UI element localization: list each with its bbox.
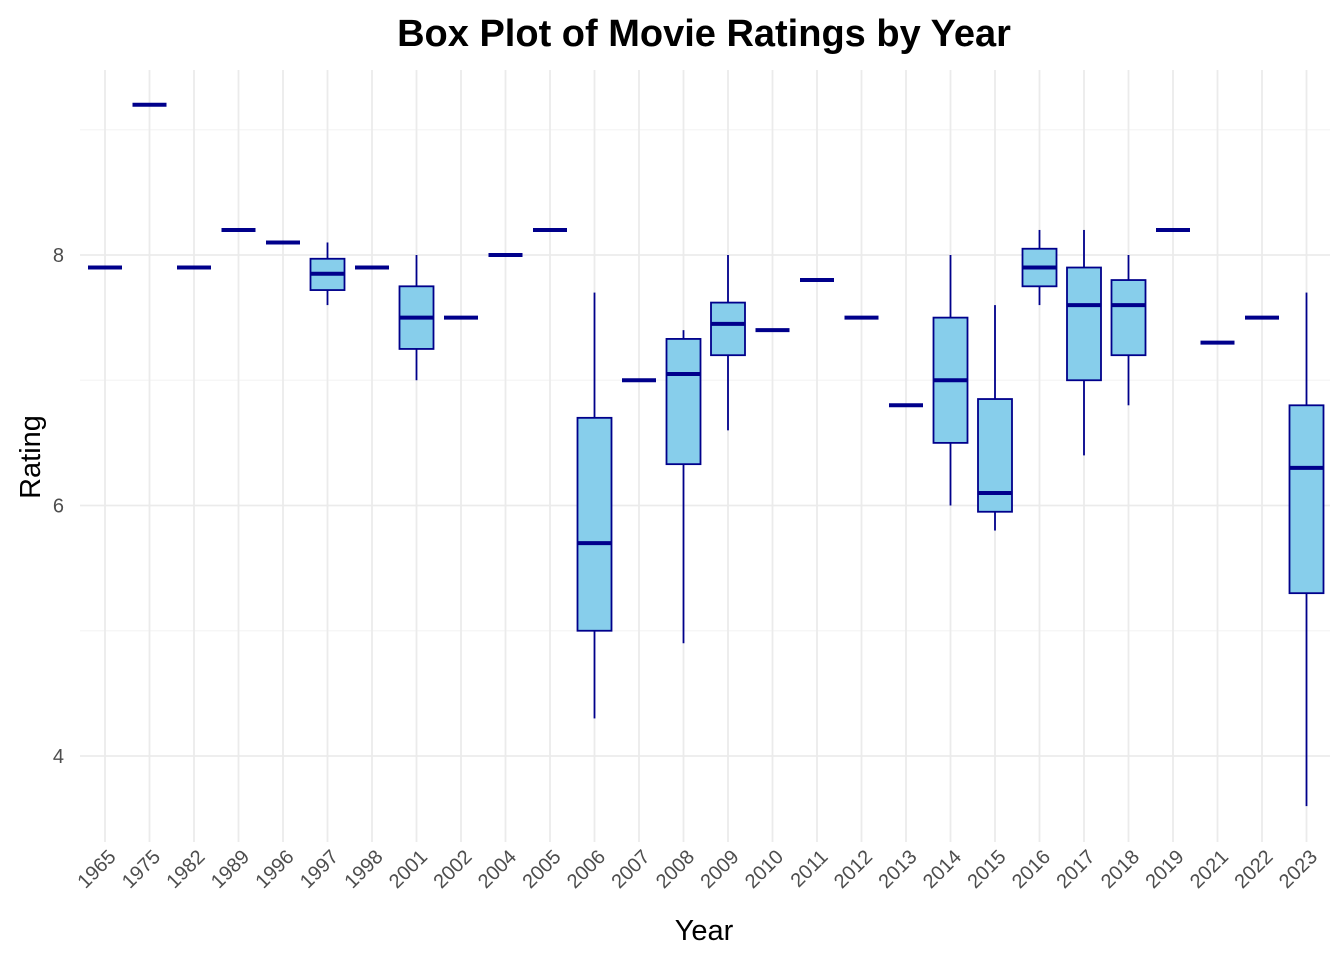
x-tick-label: 2018 xyxy=(1097,846,1144,893)
y-axis-title: Rating xyxy=(15,415,47,499)
grid-layer xyxy=(80,70,1330,842)
box-body xyxy=(1288,404,1325,595)
box-body xyxy=(1110,279,1147,357)
x-tick-label: 2006 xyxy=(563,846,610,893)
chart-title: Box Plot of Movie Ratings by Year xyxy=(397,13,1011,55)
x-tick-label: 2017 xyxy=(1053,846,1100,893)
x-tick-label: 1965 xyxy=(74,846,121,893)
x-tick-label: 2002 xyxy=(430,846,477,893)
box-body xyxy=(576,416,613,632)
x-tick-label: 1989 xyxy=(207,846,254,893)
x-tick-label: 2023 xyxy=(1275,846,1322,893)
box-2008 xyxy=(665,330,702,644)
box-2014 xyxy=(932,255,969,506)
x-tick-label: 2010 xyxy=(741,846,788,893)
x-tick-label: 2016 xyxy=(1008,846,1055,893)
box-2006 xyxy=(576,292,613,719)
x-tick-label: 2013 xyxy=(875,846,922,893)
x-tick-label: 1982 xyxy=(163,846,210,893)
x-tick-label: 2005 xyxy=(519,846,566,893)
box-body xyxy=(1066,266,1102,382)
x-tick-label: 2011 xyxy=(787,846,833,892)
box-body xyxy=(665,338,702,466)
x-tick-label: 1996 xyxy=(252,846,299,893)
y-tick-label: 8 xyxy=(53,245,64,267)
box-2018 xyxy=(1110,255,1147,406)
box-2017 xyxy=(1066,229,1102,456)
y-tick-label: 6 xyxy=(53,496,64,518)
box-2023 xyxy=(1288,292,1325,807)
x-tick-label: 2021 xyxy=(1186,846,1233,893)
x-tick-label: 2019 xyxy=(1142,846,1189,893)
x-tick-label: 1997 xyxy=(296,846,343,893)
x-tick-label: 2015 xyxy=(964,846,1011,893)
x-tick-label: 2009 xyxy=(697,846,744,893)
y-axis-ticks: 4 6 8 xyxy=(53,245,64,768)
box-2016 xyxy=(1021,229,1058,306)
x-tick-label: 2004 xyxy=(474,846,521,893)
x-tick-label: 2008 xyxy=(652,846,699,893)
box-2001 xyxy=(398,255,435,381)
box-2009 xyxy=(710,255,746,431)
box-2015 xyxy=(977,305,1013,531)
x-axis-title: Year xyxy=(675,915,734,947)
box-body xyxy=(710,301,746,357)
x-tick-label: 1998 xyxy=(341,846,388,893)
x-tick-label: 2001 xyxy=(385,846,432,893)
y-tick-label: 4 xyxy=(53,746,64,768)
box-1997 xyxy=(309,242,346,306)
x-tick-label: 1975 xyxy=(118,846,165,893)
x-tick-label: 2022 xyxy=(1231,846,1278,893)
x-tick-label: 2007 xyxy=(608,846,655,893)
box-layer xyxy=(88,102,1325,807)
x-tick-label: 2014 xyxy=(919,846,966,893)
x-tick-label: 2012 xyxy=(830,846,877,893)
x-axis-ticks: 1965197519821989199619971998200120022004… xyxy=(74,846,1323,893)
